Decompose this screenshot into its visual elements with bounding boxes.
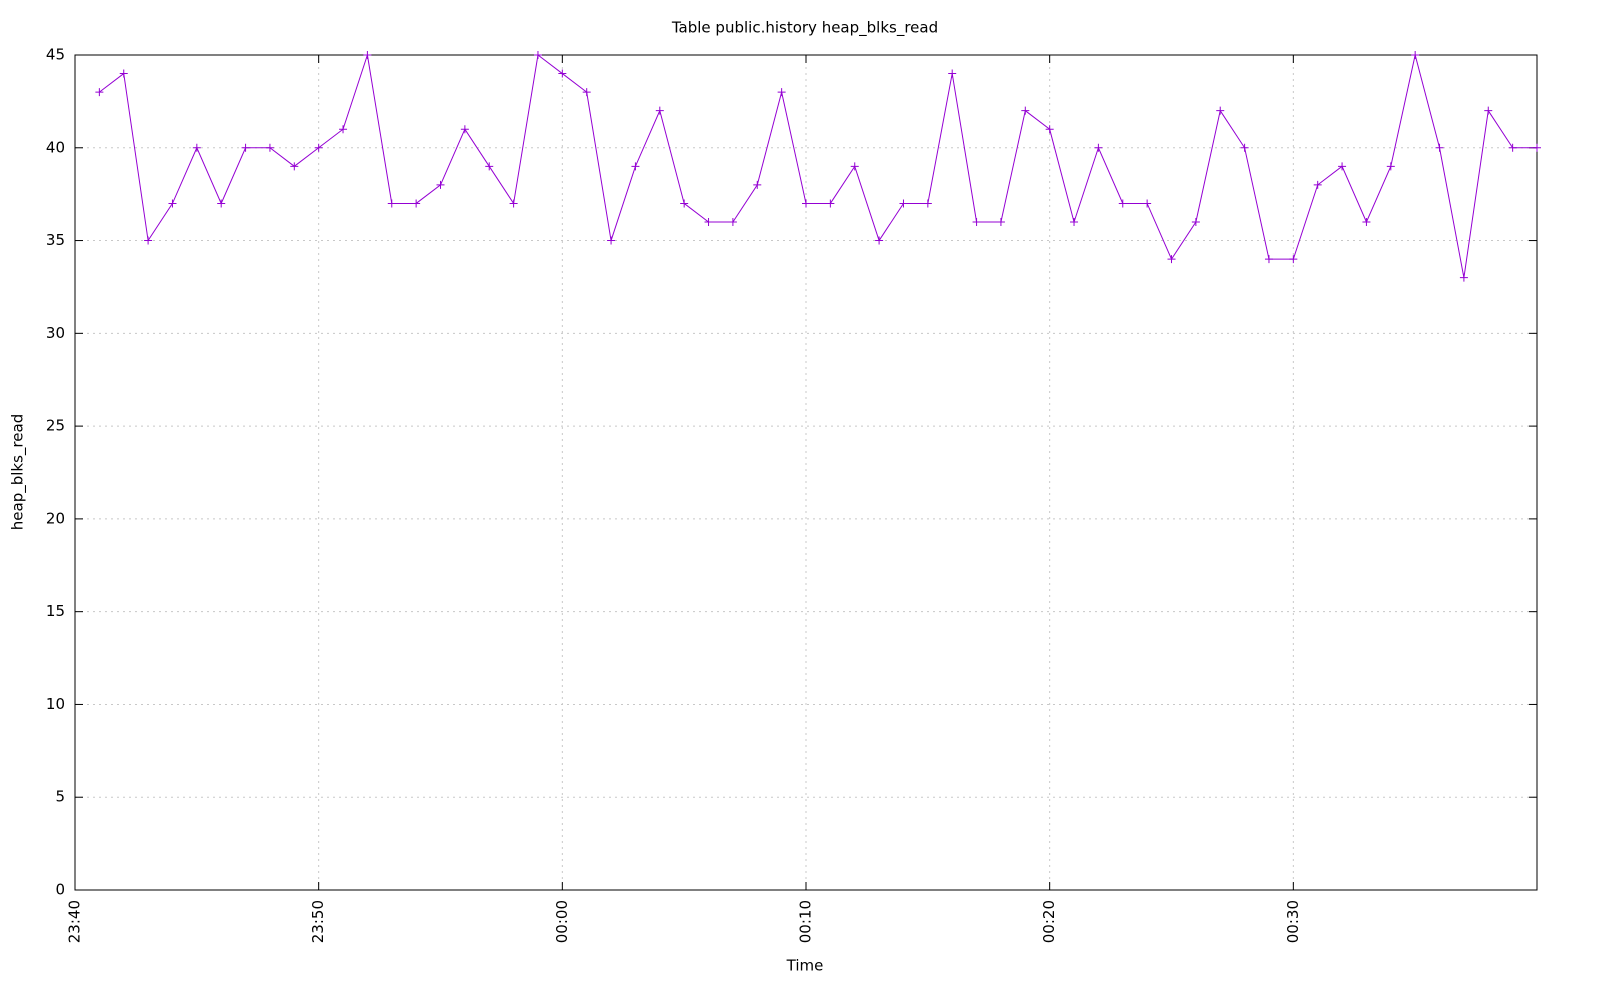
data-point	[607, 236, 616, 245]
data-point	[1045, 125, 1054, 134]
data-point	[948, 69, 957, 78]
data-point	[753, 180, 762, 189]
data-point	[217, 199, 226, 208]
data-point	[412, 199, 421, 208]
data-point	[95, 88, 104, 97]
data-point	[1264, 255, 1273, 264]
x-tick-label: 23:50	[309, 900, 327, 943]
data-point	[1094, 143, 1103, 152]
data-point	[339, 125, 348, 134]
y-tick-label: 15	[46, 602, 65, 620]
y-tick-label: 35	[46, 231, 65, 249]
data-point	[972, 218, 981, 226]
data-point	[1289, 255, 1298, 264]
y-axis-label: heap_blks_read	[9, 414, 28, 530]
data-point	[582, 88, 591, 97]
data-point	[631, 162, 640, 171]
y-tick-label: 20	[46, 509, 65, 527]
data-point	[558, 69, 567, 78]
data-point	[777, 88, 786, 97]
data-point	[996, 218, 1005, 226]
y-tick-label: 5	[55, 788, 65, 806]
data-point	[875, 236, 884, 245]
data-point	[168, 199, 177, 208]
data-point	[923, 199, 932, 208]
data-point	[1362, 218, 1371, 226]
data-point	[1216, 106, 1225, 115]
data-point	[144, 236, 153, 245]
x-tick-label: 23:40	[66, 900, 84, 943]
x-tick-label: 00:20	[1040, 900, 1058, 943]
data-point	[1411, 51, 1420, 59]
data-point	[655, 106, 664, 115]
y-tick-label: 45	[46, 46, 65, 64]
y-tick-label: 10	[46, 695, 65, 713]
data-point	[1143, 199, 1152, 208]
data-point	[1508, 143, 1517, 152]
data-point	[1313, 180, 1322, 189]
data-point	[1070, 218, 1079, 226]
data-point	[436, 180, 445, 189]
data-point	[680, 199, 689, 208]
x-tick-label: 00:00	[553, 900, 571, 943]
data-point	[1021, 106, 1030, 115]
data-point	[1167, 255, 1176, 264]
x-axis-label: Time	[786, 957, 824, 975]
data-point	[826, 199, 835, 208]
y-tick-label: 40	[46, 138, 65, 156]
data-point	[1240, 143, 1249, 152]
data-point	[509, 199, 518, 208]
data-point	[265, 143, 274, 152]
plot-frame	[74, 54, 1538, 891]
data-point	[802, 199, 810, 208]
data-point	[290, 162, 299, 171]
data-point	[241, 143, 250, 152]
x-tick-label: 00:10	[797, 900, 815, 943]
x-tick-label: 00:30	[1284, 900, 1302, 943]
data-point	[1435, 143, 1444, 152]
data-point	[1118, 199, 1127, 208]
data-point	[1484, 106, 1493, 115]
data-point	[704, 218, 713, 226]
data-point	[728, 218, 737, 226]
data-point	[363, 51, 372, 59]
data-point	[1386, 162, 1395, 171]
data-point	[533, 51, 542, 59]
data-line	[99, 54, 1537, 278]
data-point	[1533, 143, 1541, 152]
data-point	[314, 143, 323, 152]
y-tick-label: 25	[46, 417, 65, 435]
data-point	[485, 162, 494, 171]
data-point	[387, 199, 396, 208]
data-point	[1459, 273, 1468, 282]
y-tick-label: 30	[46, 324, 65, 342]
data-point	[460, 125, 469, 134]
chart-title: Table public.history heap_blks_read	[671, 19, 938, 38]
data-point	[850, 162, 859, 171]
y-tick-label: 0	[55, 881, 65, 899]
data-point	[119, 69, 128, 78]
data-point	[192, 143, 201, 152]
data-point	[1338, 162, 1347, 171]
data-point	[1191, 218, 1200, 226]
data-point	[899, 199, 908, 208]
